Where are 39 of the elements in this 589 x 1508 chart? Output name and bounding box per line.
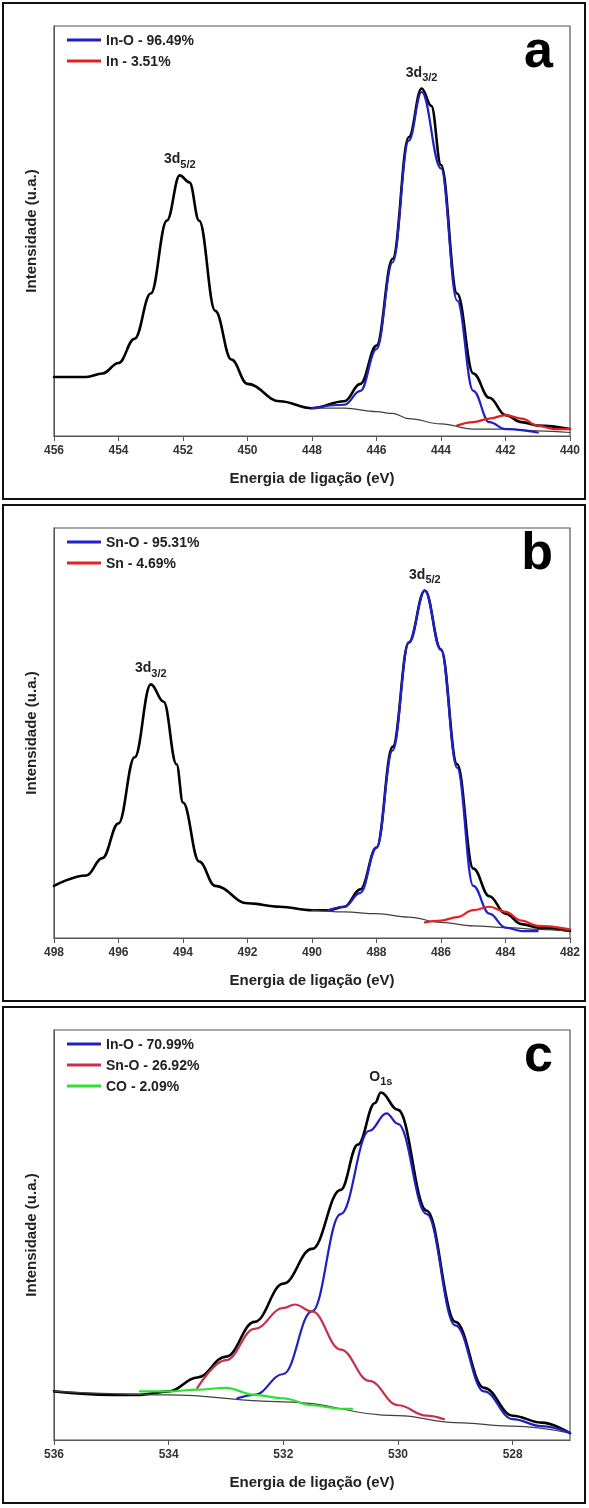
y-axis-title: Intensidade (u.a.) — [22, 1173, 39, 1297]
x-tick-label: 496 — [108, 945, 129, 959]
x-tick-label: 532 — [273, 1447, 294, 1461]
legend-label: CO - 2.09% — [106, 1078, 180, 1094]
legend-label: Sn-O - 26.92% — [106, 1057, 200, 1073]
legend-label: Sn - 4.69% — [106, 555, 177, 571]
legend-label: Sn-O - 95.31% — [106, 534, 200, 550]
x-tick-label: 442 — [495, 443, 516, 457]
x-tick-label: 528 — [502, 1447, 523, 1461]
x-tick-label: 492 — [237, 945, 258, 959]
x-tick-label: 448 — [301, 443, 323, 457]
x-tick-label: 498 — [43, 945, 65, 959]
x-tick-label: 440 — [559, 443, 581, 457]
legend-label: In-O - 70.99% — [106, 1036, 195, 1052]
x-tick-label: 454 — [108, 443, 129, 457]
chart-title: c — [524, 1024, 553, 1082]
x-tick-label: 530 — [387, 1447, 409, 1461]
x-axis-title: Energia de ligação (eV) — [229, 971, 395, 988]
x-tick-label: 488 — [366, 945, 387, 959]
x-tick-label: 484 — [495, 945, 516, 959]
x-axis-title: Energia de ligação (eV) — [229, 469, 395, 486]
y-axis-title: Intensidade (u.a.) — [22, 169, 39, 293]
x-tick-label: 444 — [430, 443, 452, 457]
x-tick-label: 450 — [237, 443, 258, 457]
x-tick-label: 446 — [366, 443, 387, 457]
chart-title: b — [521, 522, 553, 580]
legend-label: In - 3.51% — [106, 53, 172, 69]
chart-title: a — [524, 20, 555, 78]
x-tick-label: 482 — [559, 945, 581, 959]
y-axis-title: Intensidade (u.a.) — [22, 671, 39, 795]
x-axis-title: Energia de ligação (eV) — [229, 1473, 395, 1490]
x-tick-label: 456 — [43, 443, 65, 457]
x-tick-label: 534 — [158, 1447, 179, 1461]
x-tick-label: 452 — [172, 443, 194, 457]
x-tick-label: 494 — [172, 945, 194, 959]
legend-label: In-O - 96.49% — [106, 32, 195, 48]
x-tick-label: 486 — [430, 945, 452, 959]
x-tick-label: 536 — [43, 1447, 65, 1461]
x-tick-label: 490 — [301, 945, 323, 959]
